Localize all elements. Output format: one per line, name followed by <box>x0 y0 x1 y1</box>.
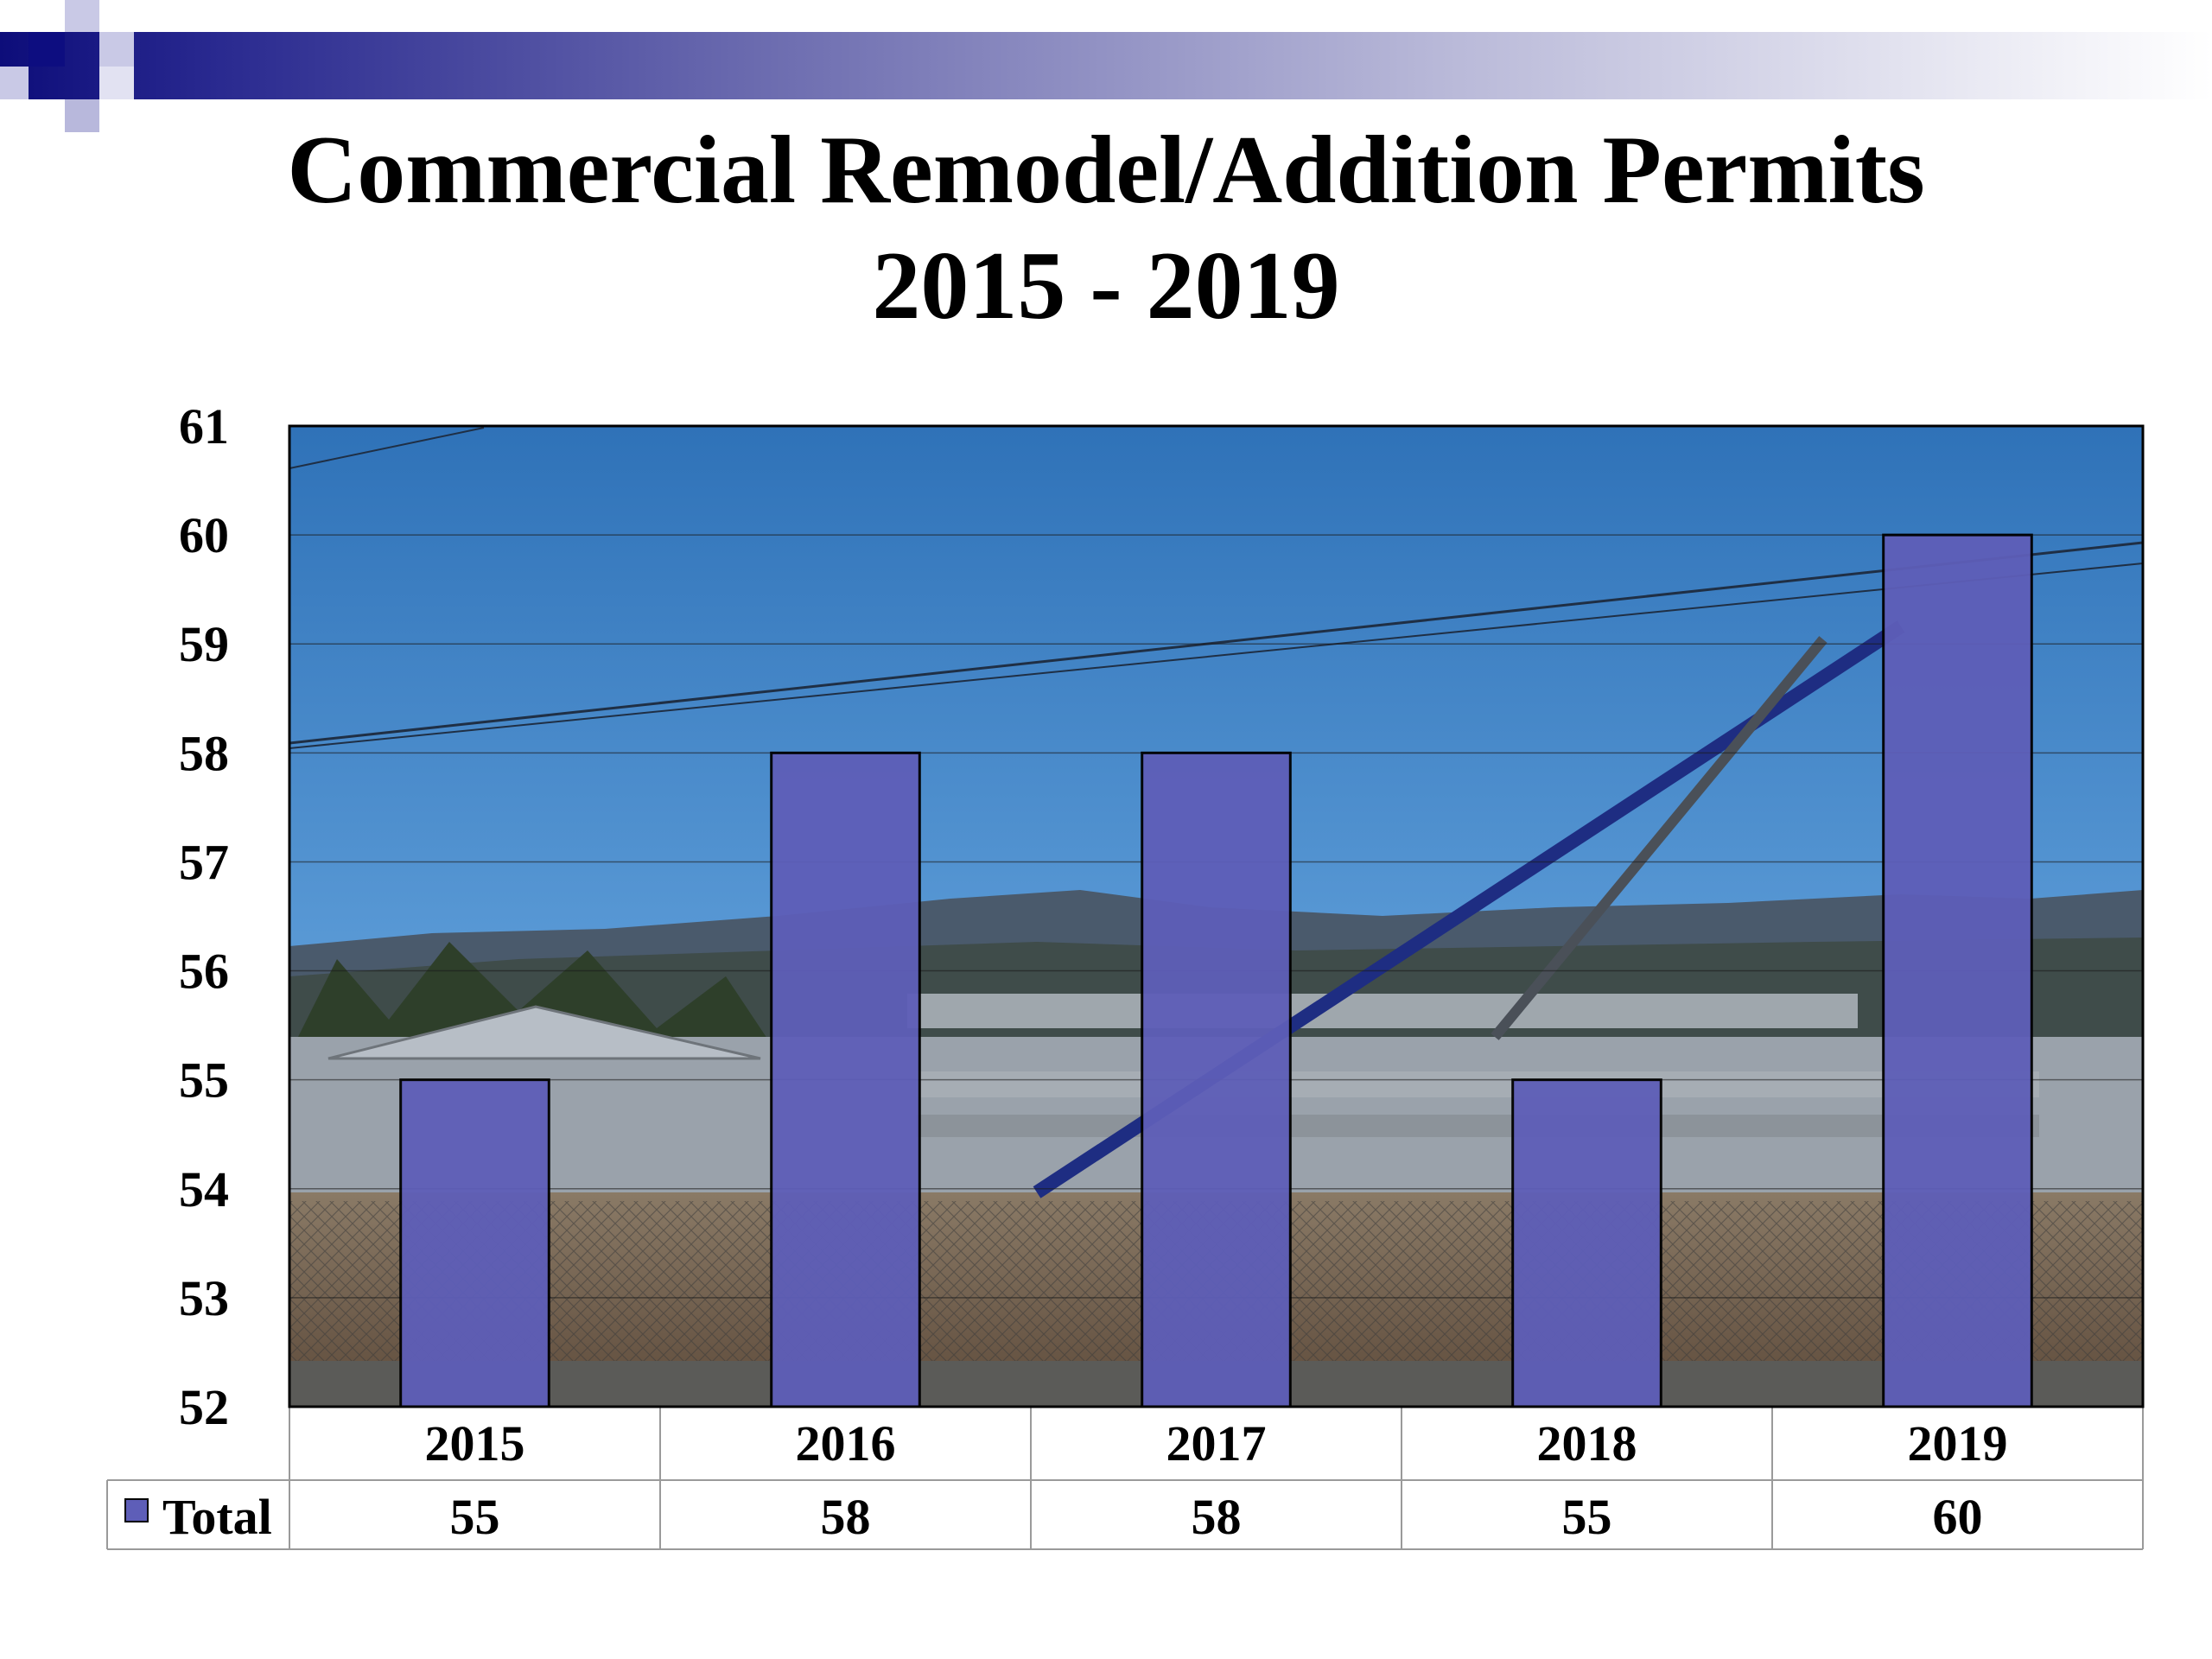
legend-key <box>124 1498 149 1522</box>
data-table-value: 58 <box>821 1489 871 1545</box>
decor-square <box>99 67 134 99</box>
x-category-label: 2018 <box>1537 1415 1637 1471</box>
y-tick-label: 58 <box>179 725 229 781</box>
slide-subtitle: 2015 - 2019 <box>872 232 1340 340</box>
bar <box>770 751 921 1408</box>
y-tick-label: 61 <box>179 398 229 454</box>
bar <box>1882 533 2033 1408</box>
x-category-label: 2016 <box>796 1415 896 1471</box>
data-table: 2015 55 2016 58 2017 58 2018 55 2019 60 Total <box>106 1407 2144 1550</box>
y-tick-label: 56 <box>179 944 229 1000</box>
bars <box>399 533 2033 1408</box>
slide-title: Commercial Remodel/Addition Permits <box>287 117 1925 224</box>
data-table-value: 60 <box>1933 1489 1983 1545</box>
x-category-label: 2017 <box>1166 1415 1267 1471</box>
bar <box>1511 1078 1662 1408</box>
y-tick-label: 53 <box>179 1270 229 1326</box>
y-tick-label: 52 <box>179 1379 229 1435</box>
series-name-label: Total <box>162 1489 272 1545</box>
data-table-value: 55 <box>450 1489 500 1545</box>
bar <box>399 1078 550 1408</box>
decor-square <box>65 0 99 32</box>
bar <box>1141 751 1292 1408</box>
x-category-label: 2015 <box>425 1415 525 1471</box>
data-table-value: 58 <box>1192 1489 1242 1545</box>
y-tick-label: 60 <box>179 507 229 563</box>
y-tick-label: 55 <box>179 1052 229 1109</box>
data-table-value: 55 <box>1562 1489 1612 1545</box>
decor-square <box>29 32 65 67</box>
y-tick-label: 59 <box>179 616 229 672</box>
y-tick-label: 54 <box>179 1161 229 1217</box>
decor-square <box>65 99 99 132</box>
decor-square <box>99 32 134 67</box>
x-category-label: 2019 <box>1908 1415 2008 1471</box>
y-axis: 52 53 54 55 56 57 58 59 60 61 <box>179 398 229 1435</box>
y-tick-label: 57 <box>179 834 229 890</box>
plot-area-border <box>288 424 2145 1408</box>
header-ribbon <box>0 32 2212 99</box>
decor-square <box>0 67 29 99</box>
